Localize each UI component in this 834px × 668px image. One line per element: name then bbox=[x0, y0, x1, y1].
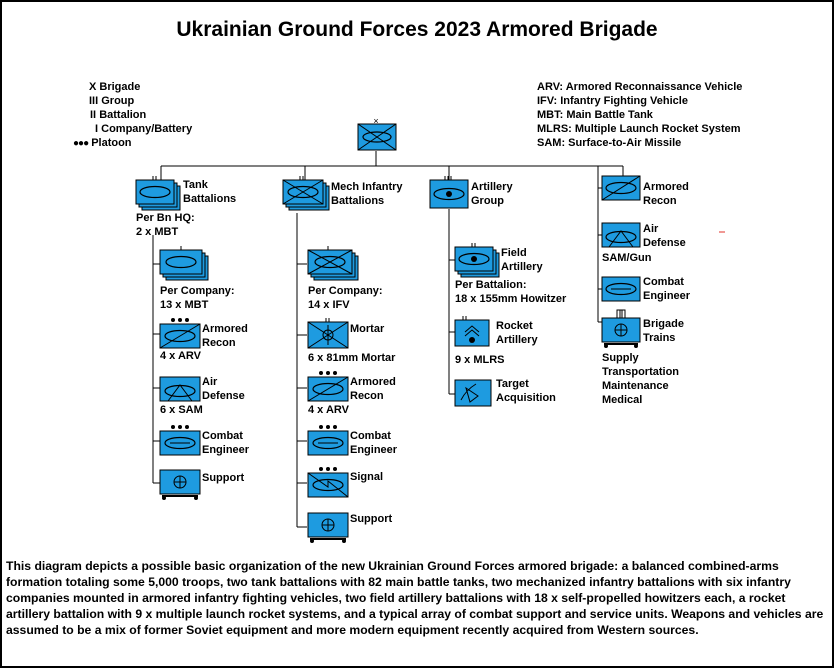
mortar-symbol bbox=[307, 318, 349, 349]
tank-support-symbol bbox=[159, 469, 201, 500]
target-acquisition-label: Target Acquisition bbox=[496, 378, 556, 404]
right-ad-label: Air Defense bbox=[643, 223, 686, 249]
mech-recon-count: 4 x ARV bbox=[308, 404, 349, 416]
right-eng-label: Combat Engineer bbox=[643, 276, 691, 302]
right-recon-label: Armored Recon bbox=[643, 181, 689, 207]
artillery-group-label: Artillery Group bbox=[471, 181, 513, 207]
tank-combat-engineer-symbol bbox=[159, 425, 201, 456]
tank-company-note: Per Company: 13 x MBT bbox=[160, 285, 235, 311]
mech-eng-label: Combat Engineer bbox=[350, 430, 398, 456]
tank-eng-label: Combat Engineer bbox=[202, 430, 250, 456]
signal-symbol bbox=[307, 467, 349, 498]
artillery-group-symbol bbox=[429, 176, 469, 209]
tank-armored-recon-symbol bbox=[159, 318, 201, 349]
brigade-trains-symbol bbox=[601, 309, 641, 348]
connector-lines bbox=[152, 151, 624, 528]
tank-recon-label: Armored Recon bbox=[202, 323, 248, 349]
brigade-trains-list: Supply Transportation Maintenance Medical bbox=[602, 352, 680, 406]
rocket-artillery-label: Rocket Artillery bbox=[496, 320, 538, 346]
mech-battalion-symbol bbox=[282, 176, 330, 211]
field-artillery-label: Field Artillery bbox=[501, 247, 543, 273]
mech-company-note: Per Company: 14 x IFV bbox=[308, 285, 383, 311]
tank-hq-note: Per Bn HQ: 2 x MBT bbox=[136, 212, 195, 238]
legend-platoon: ●●● Platoon bbox=[73, 137, 132, 149]
abbr-ifv: IFV: Infantry Fighting Vehicle bbox=[537, 95, 688, 107]
tank-battalions-label: Tank Battalions bbox=[183, 179, 237, 205]
tank-battalion-symbol bbox=[135, 176, 181, 211]
target-acquisition-symbol bbox=[454, 379, 492, 407]
rocket-artillery-symbol bbox=[454, 316, 490, 347]
legend-brigade: X Brigade bbox=[89, 81, 141, 93]
field-artillery-symbol bbox=[454, 243, 500, 278]
field-artillery-note: Per Battalion: 18 x 155mm Howitzer bbox=[455, 279, 567, 305]
tank-company-symbol bbox=[159, 246, 209, 281]
tank-air-defense-symbol bbox=[159, 376, 201, 402]
brigade-hq-symbol: × bbox=[357, 116, 397, 151]
abbr-sam: SAM: Surface-to-Air Missile bbox=[537, 137, 682, 149]
tank-ad-count: 6 x SAM bbox=[160, 404, 203, 416]
rocket-artillery-count: 9 x MLRS bbox=[455, 354, 505, 366]
abbr-mbt: MBT: Main Battle Tank bbox=[537, 109, 653, 121]
svg-text:×: × bbox=[373, 116, 378, 126]
mech-support-label: Support bbox=[350, 513, 393, 525]
tank-ad-label: Air Defense bbox=[202, 376, 245, 402]
diagram-caption: This diagram depicts a possible basic or… bbox=[6, 559, 824, 637]
tank-recon-count: 4 x ARV bbox=[160, 350, 201, 362]
mech-armored-recon-symbol bbox=[307, 371, 349, 402]
legend-group: III Group bbox=[89, 95, 135, 107]
right-armored-recon-symbol bbox=[601, 175, 641, 201]
mech-battalions-label: Mech Infantry Battalions bbox=[331, 181, 403, 207]
right-combat-engineer-symbol bbox=[601, 276, 641, 302]
legend-battalion: II Battalion bbox=[90, 109, 147, 121]
abbr-mlrs: MLRS: Multiple Launch Rocket System bbox=[537, 123, 741, 135]
mech-support-symbol bbox=[307, 512, 349, 543]
mortar-label: Mortar bbox=[350, 323, 385, 335]
tank-support-label: Support bbox=[202, 472, 245, 484]
brigade-trains-label: Brigade Trains bbox=[643, 318, 684, 344]
mech-combat-engineer-symbol bbox=[307, 425, 349, 456]
mortar-count: 6 x 81mm Mortar bbox=[308, 352, 396, 364]
abbr-arv: ARV: Armored Reconnaissance Vehicle bbox=[537, 81, 743, 93]
legend-company: I Company/Battery bbox=[95, 123, 193, 135]
right-air-defense-symbol bbox=[601, 222, 641, 248]
mech-recon-label: Armored Recon bbox=[350, 376, 396, 402]
signal-label: Signal bbox=[350, 471, 384, 483]
diagram-title: Ukrainian Ground Forces 2023 Armored Bri… bbox=[176, 18, 658, 41]
right-ad-note: SAM/Gun bbox=[602, 252, 652, 264]
mech-company-symbol bbox=[307, 246, 359, 281]
